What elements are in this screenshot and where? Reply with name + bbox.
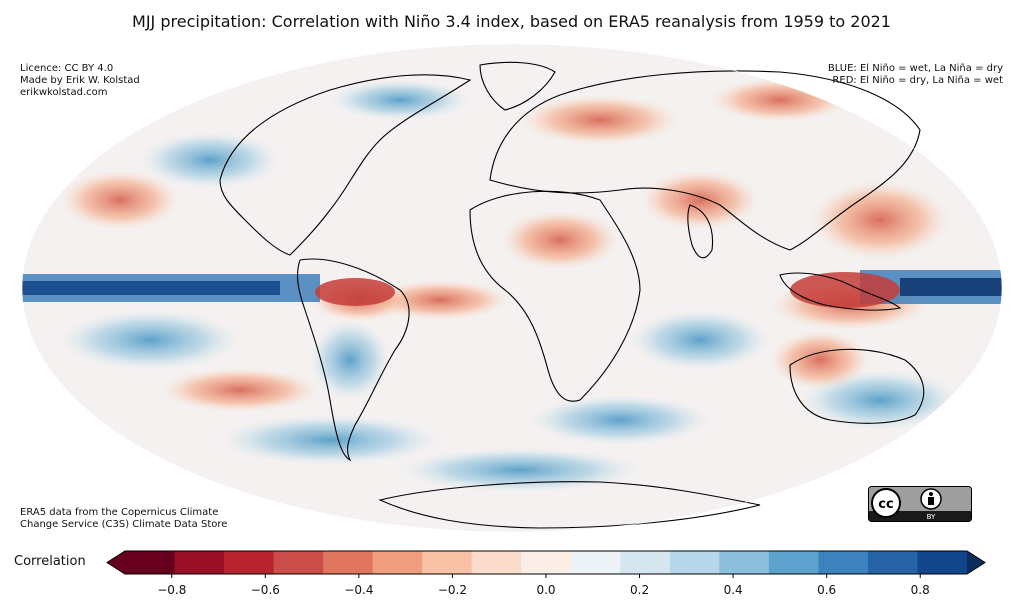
map-border [21,43,1003,533]
colorbar-segment [422,551,473,574]
colorbar-tick-label: −0.8 [157,583,186,597]
map-title: MJJ precipitation: Correlation with Niño… [132,12,891,31]
colorbar-tick-label: −0.4 [344,583,373,597]
colorbar-under-arrow [107,551,125,574]
maritime-continent-outline [779,272,902,311]
australia-outline [789,348,925,424]
legend-blue-text: BLUE: El Niño = wet, La Niña = dry [827,63,1003,74]
cc-icon [871,488,901,518]
legend-red-text: RED: El Niño = dry, La Niña = wet [832,75,1003,86]
colorbar-tick-label: −0.2 [438,583,467,597]
colorbar-segment [521,551,572,574]
credits-block: Licence: CC BY 4.0 Made by Erik W. Kolst… [20,63,140,99]
colorbar-segment [620,551,671,574]
source-line-2: Change Service (C3S) Climate Data Store [20,519,228,530]
africa-outline [469,190,641,402]
colorbar-tick-label: 0.4 [724,583,743,597]
colorbar-segment [917,551,968,574]
colorbar-segment [372,551,423,574]
colorbar-segment [125,551,176,574]
colorbar-segment [224,551,275,574]
credits-licence: Licence: CC BY 4.0 [20,63,114,74]
coastlines [219,61,925,529]
north-america-outline [219,74,472,256]
colorbar-tick-label: 0.2 [630,583,649,597]
colorbar-segment [867,551,918,574]
colorbar-segment [719,551,770,574]
colorbar-segment [669,551,720,574]
south-america-outline [296,258,410,462]
cc-text: cc [878,497,893,512]
colorbar-label: Correlation [14,554,86,569]
by-text: BY [927,513,936,521]
greenland-outline [479,61,556,111]
antarctica-outline [378,481,761,529]
colorbar-tick-label: 0.0 [536,583,555,597]
colorbar-tick-label: −0.6 [251,583,280,597]
source-block: ERA5 data from the Copernicus Climate Ch… [20,507,227,531]
colorbar-segment [570,551,621,574]
colorbar-tick-label: 0.8 [911,583,930,597]
colorbar-segment [323,551,374,574]
colorbar-over-arrow [967,551,985,574]
credits-website: erikwkolstad.com [20,87,108,98]
cc-by-badge: cc BY [868,486,972,522]
source-line-1: ERA5 data from the Copernicus Climate [20,507,219,518]
credits-author: Made by Erik W. Kolstad [20,75,140,86]
india-outline [687,204,714,259]
colorbar-outline [106,550,986,575]
colorbar-tick-label: 0.6 [817,583,836,597]
correlation-field [22,44,1002,532]
eurasia-outline [489,70,921,251]
colorbar-segment [471,551,522,574]
colorbar-segment [768,551,819,574]
colorbar-group: −0.8 −0.6 −0.4 −0.2 0.0 0.2 0.4 0.6 0.8 [106,550,986,597]
colorbar-segment [818,551,869,574]
colorbar-segment [273,551,324,574]
colorbar-segment [174,551,225,574]
legend-text-block: BLUE: El Niño = wet, La Niña = dry RED: … [828,63,1003,87]
